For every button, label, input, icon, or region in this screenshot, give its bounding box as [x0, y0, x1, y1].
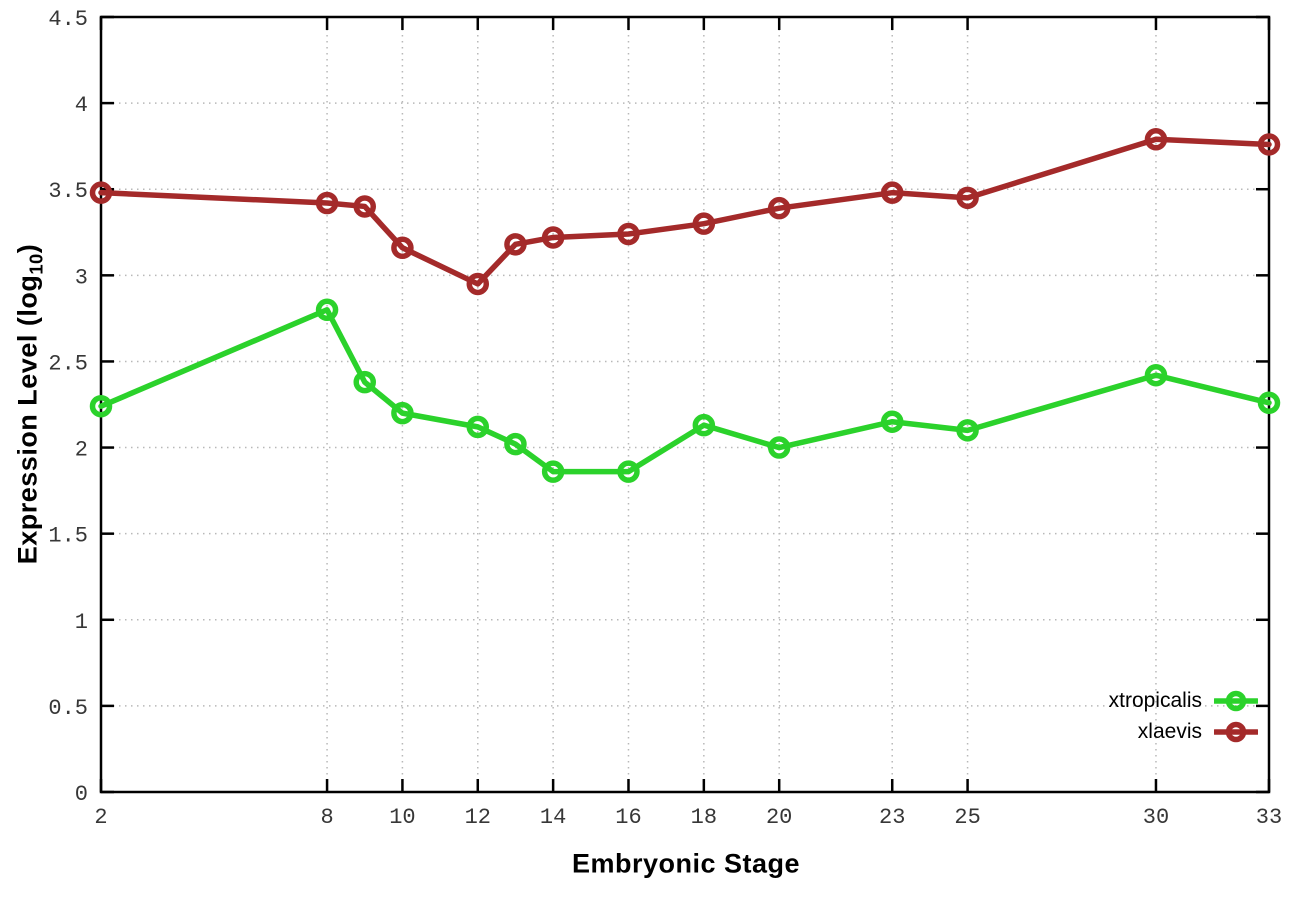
y-tick-label: 2.5 [48, 351, 88, 376]
series-xlaevis-point [1144, 128, 1168, 151]
series-xtropicalis-point [466, 415, 490, 439]
legend-item-xlaevis: xlaevis [1109, 717, 1258, 746]
x-tick-label: 18 [691, 805, 717, 830]
series-xlaevis-point [880, 181, 904, 204]
series-xtropicalis-point [956, 419, 979, 442]
y-tick-label: 4.5 [48, 7, 88, 32]
y-axis-title-main: Expression Level (log [12, 274, 43, 565]
y-tick-label: 4 [75, 93, 88, 118]
xlaevis-linespoint-icon [1214, 720, 1258, 744]
series-xtropicalis-point [880, 410, 904, 433]
plot-border [99, 15, 1271, 794]
series-xlaevis-point [315, 191, 339, 215]
xtropicalis-linespoint-icon [1214, 689, 1258, 713]
x-tick-label: 14 [540, 805, 566, 830]
series-xlaevis-point [956, 186, 979, 210]
y-tick-label: 3 [75, 265, 88, 290]
series-xlaevis-point [692, 212, 716, 235]
series-xlaevis-line [98, 136, 1272, 287]
x-tick-label: 33 [1256, 805, 1282, 830]
series-xtropicalis-point [391, 401, 414, 425]
series-xlaevis-point [767, 196, 791, 220]
x-tick-label: 25 [954, 805, 980, 830]
series-xtropicalis-point [353, 370, 376, 394]
x-tick-label: 16 [615, 805, 641, 830]
x-tick-label: 23 [879, 805, 905, 830]
x-tick-label: 30 [1143, 805, 1169, 830]
y-tick-label: 0 [75, 782, 88, 807]
x-tick-label: 20 [766, 805, 792, 830]
legend: xtropicalis xlaevis [1109, 686, 1258, 746]
y-axis-title-subscript: 10 [25, 253, 47, 275]
series-xtropicalis-point [1144, 363, 1168, 387]
series-xtropicalis-point [1257, 391, 1281, 415]
series-xtropicalis-point [89, 394, 113, 418]
series-xtropicalis-point [617, 460, 640, 483]
y-axis-title: Expression Level (log10) [12, 244, 47, 565]
y-axis-title-end: ) [12, 243, 43, 254]
legend-label-xlaevis: xlaevis [1137, 719, 1202, 743]
y-tick-label: 1 [75, 610, 88, 635]
series-xtropicalis-point [767, 436, 791, 459]
series-xtropicalis-point [504, 432, 527, 456]
series-xlaevis-point [391, 236, 414, 260]
series-xlaevis-point [541, 226, 565, 249]
y-tick-label: 1.5 [48, 524, 88, 549]
x-tick-label: 12 [465, 805, 491, 830]
series-xtropicalis-point [692, 413, 716, 437]
x-axis-title: Embryonic Stage [571, 848, 801, 879]
x-tick-label: 8 [320, 805, 333, 830]
series-xlaevis-point [466, 272, 490, 296]
series-xlaevis-point [353, 195, 376, 218]
series-xtropicalis-point [315, 298, 339, 322]
y-tick-label: 0.5 [48, 696, 88, 721]
y-tick-label: 3.5 [48, 179, 88, 204]
x-tick-label: 2 [94, 805, 107, 830]
series-xlaevis-point [617, 222, 640, 246]
legend-item-xtropicalis: xtropicalis [1109, 686, 1258, 715]
x-tick-label: 10 [389, 805, 415, 830]
series-xlaevis-point [504, 233, 527, 256]
series-xlaevis-point [89, 181, 113, 204]
series-xtropicalis-point [541, 460, 565, 483]
y-tick-label: 2 [75, 438, 88, 463]
legend-label-xtropicalis: xtropicalis [1108, 688, 1202, 712]
series-xlaevis-point [1257, 133, 1281, 156]
